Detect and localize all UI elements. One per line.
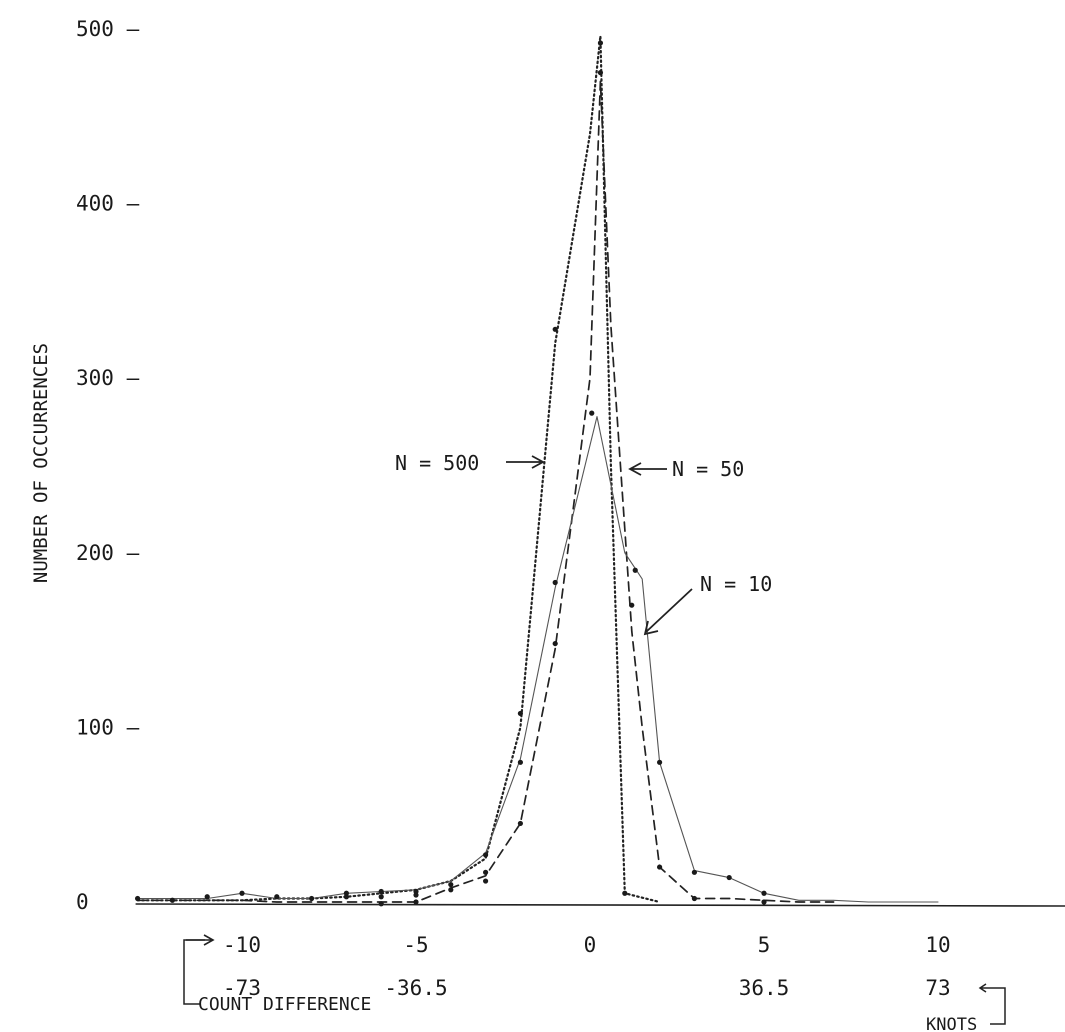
series-layer <box>136 34 939 904</box>
knots-label: KNOTS <box>926 1015 977 1032</box>
data-point <box>629 602 635 608</box>
data-point <box>343 894 349 900</box>
data-point <box>448 881 454 888</box>
y-tick-label: 100 – <box>76 715 140 739</box>
x-tick-label: -10 <box>223 933 261 957</box>
annotation-n50: N = 50 <box>672 457 744 481</box>
data-point <box>413 899 419 905</box>
data-point <box>657 759 663 765</box>
data-point <box>135 895 141 902</box>
data-point <box>483 869 489 875</box>
y-tick-label: 400 – <box>76 192 140 216</box>
knots-tick-label: 36.5 <box>739 976 790 1000</box>
data-point <box>597 70 604 76</box>
data-point <box>517 710 524 717</box>
x-tick-label: -5 <box>403 933 428 957</box>
data-point <box>597 40 604 46</box>
annotation-n500: N = 500 <box>395 451 479 475</box>
data-point <box>517 820 524 827</box>
data-point <box>204 894 210 900</box>
knots-arrow-icon <box>978 983 993 993</box>
data-point <box>309 895 315 902</box>
data-point <box>632 567 638 573</box>
data-point <box>691 895 698 902</box>
x-tick-label: 10 <box>925 933 950 957</box>
data-point <box>483 852 489 858</box>
data-point <box>169 897 175 903</box>
data-point <box>517 759 524 765</box>
data-point <box>657 864 663 870</box>
data-point <box>552 640 558 647</box>
series-line <box>136 80 835 903</box>
x-tick-label: 5 <box>758 933 771 957</box>
annotation-n500-arrow-icon <box>506 455 545 469</box>
data-point <box>761 899 767 905</box>
y-tick-label: 0 <box>76 890 89 914</box>
points-layer <box>135 40 767 907</box>
knots-bracket <box>990 987 1006 1025</box>
knots-tick-label: 73 <box>925 976 950 1000</box>
data-point <box>761 890 767 896</box>
y-tick-label: 300 – <box>76 366 140 390</box>
annotation-n10: N = 10 <box>700 572 772 596</box>
x-tick-label: 0 <box>584 933 597 957</box>
knots-tick-label: -73 <box>223 976 261 1000</box>
data-point <box>448 887 454 893</box>
annotation-n50-arrow-icon <box>628 462 667 476</box>
y-axis-ticks: 0 100 – 200 – 300 – 400 – 500 – <box>76 17 140 914</box>
data-point <box>274 894 280 900</box>
data-point <box>483 878 489 884</box>
y-tick-label: 500 – <box>76 17 140 41</box>
x-axis-count-ticks: -10 -5 0 5 10 <box>223 933 951 957</box>
data-point <box>239 890 245 896</box>
x-axis-line <box>135 903 1065 907</box>
y-axis-label: NUMBER OF OCCURRENCES <box>30 343 52 583</box>
data-point <box>378 894 384 900</box>
data-point <box>691 869 698 875</box>
x-axis-knots-ticks: -73 -36.5 36.5 73 <box>223 976 951 1000</box>
series-line <box>137 416 939 903</box>
data-point <box>589 410 595 416</box>
count-difference-label: COUNT DIFFERENCE <box>198 994 371 1015</box>
data-point <box>378 888 384 895</box>
y-tick-label: 200 – <box>76 541 140 565</box>
knots-tick-label: -36.5 <box>384 976 447 1000</box>
data-point <box>552 326 558 332</box>
count-difference-arrow-icon <box>186 934 215 946</box>
data-point <box>622 890 628 896</box>
data-point <box>413 892 419 898</box>
annotation-n10-arrow-icon <box>643 588 693 636</box>
data-point <box>726 874 732 881</box>
data-point <box>552 579 558 586</box>
